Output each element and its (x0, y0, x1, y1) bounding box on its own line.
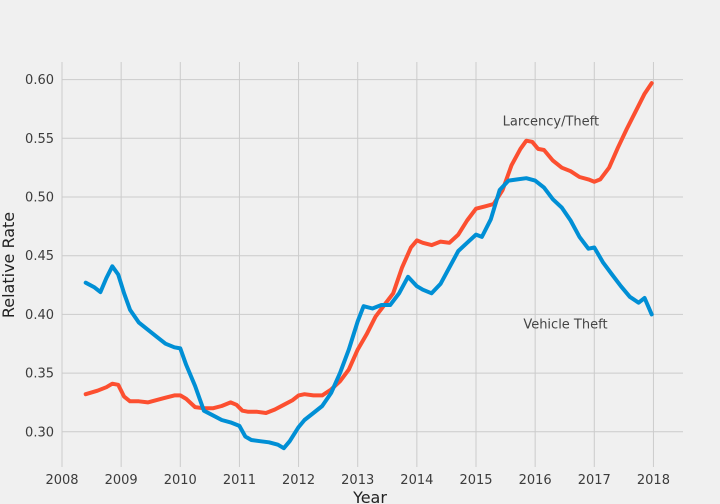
y-tick-label: 0.50 (25, 191, 54, 206)
x-axis-label: Year (352, 488, 387, 504)
x-tick-label: 2012 (282, 473, 315, 488)
y-tick-label: 0.45 (25, 249, 54, 264)
y-tick-label: 0.40 (25, 308, 54, 323)
x-tick-label: 2011 (223, 473, 256, 488)
annotations: Larcency/Theft Vehicle Theft (503, 114, 608, 332)
grid (61, 62, 683, 467)
annotation-label: Larcency/Theft (503, 114, 599, 129)
x-tick-label: 2010 (164, 473, 197, 488)
series-line-larcency-theft (83, 81, 654, 415)
x-tick-label: 2009 (105, 473, 138, 488)
y-tick-label: 0.30 (25, 425, 54, 440)
y-tick-label: 0.35 (25, 367, 54, 382)
x-tick-label: 2015 (459, 473, 492, 488)
series-line-vehicle-theft (83, 176, 654, 451)
tick-labels: 2008 2009 2010 2011 2012 2013 2014 2015 2016 2017… (25, 73, 670, 488)
y-tick-label: 0.60 (25, 73, 54, 88)
annotation-label: Vehicle Theft (523, 317, 607, 332)
y-tick-label: 0.55 (25, 132, 54, 147)
x-tick-label: 2017 (578, 473, 611, 488)
series-lines (83, 81, 654, 451)
y-axis-label: Relative Rate (0, 212, 18, 318)
x-tick-label: 2013 (341, 473, 374, 488)
x-tick-label: 2008 (45, 473, 78, 488)
x-tick-label: 2018 (637, 473, 670, 488)
x-tick-label: 2016 (519, 473, 552, 488)
x-tick-label: 2014 (400, 473, 433, 488)
